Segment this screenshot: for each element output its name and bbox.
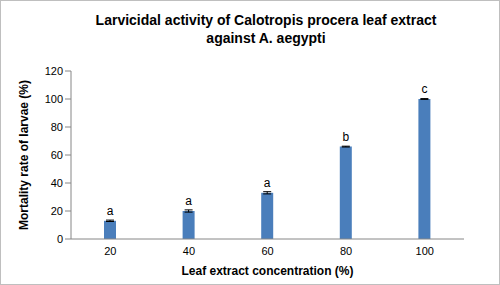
svg-text:a: a <box>107 204 114 218</box>
svg-text:Mortality rate of larvae (%): Mortality rate of larvae (%) <box>17 80 31 230</box>
svg-text:80: 80 <box>51 121 63 133</box>
html-text:Larvicidal activity of Calotro: Larvicidal activity of Calotropis procer… <box>95 12 437 46</box>
svg-text:Leaf extract concentration (%): Leaf extract concentration (%) <box>181 264 353 278</box>
svg-text:60: 60 <box>51 149 63 161</box>
svg-text:40: 40 <box>51 177 63 189</box>
svg-text:100: 100 <box>45 93 63 105</box>
svg-text:60: 60 <box>261 245 273 257</box>
svg-text:20: 20 <box>104 245 116 257</box>
svg-text:a: a <box>264 176 271 190</box>
svg-text:0: 0 <box>57 233 63 245</box>
svg-text:20: 20 <box>51 205 63 217</box>
svg-text:b: b <box>342 130 349 144</box>
svg-text:100: 100 <box>416 245 434 257</box>
svg-text:40: 40 <box>183 245 195 257</box>
svg-text:a: a <box>185 194 192 208</box>
svg-text:80: 80 <box>340 245 352 257</box>
svg-text:120: 120 <box>45 65 63 77</box>
svg-text:c: c <box>421 82 427 96</box>
